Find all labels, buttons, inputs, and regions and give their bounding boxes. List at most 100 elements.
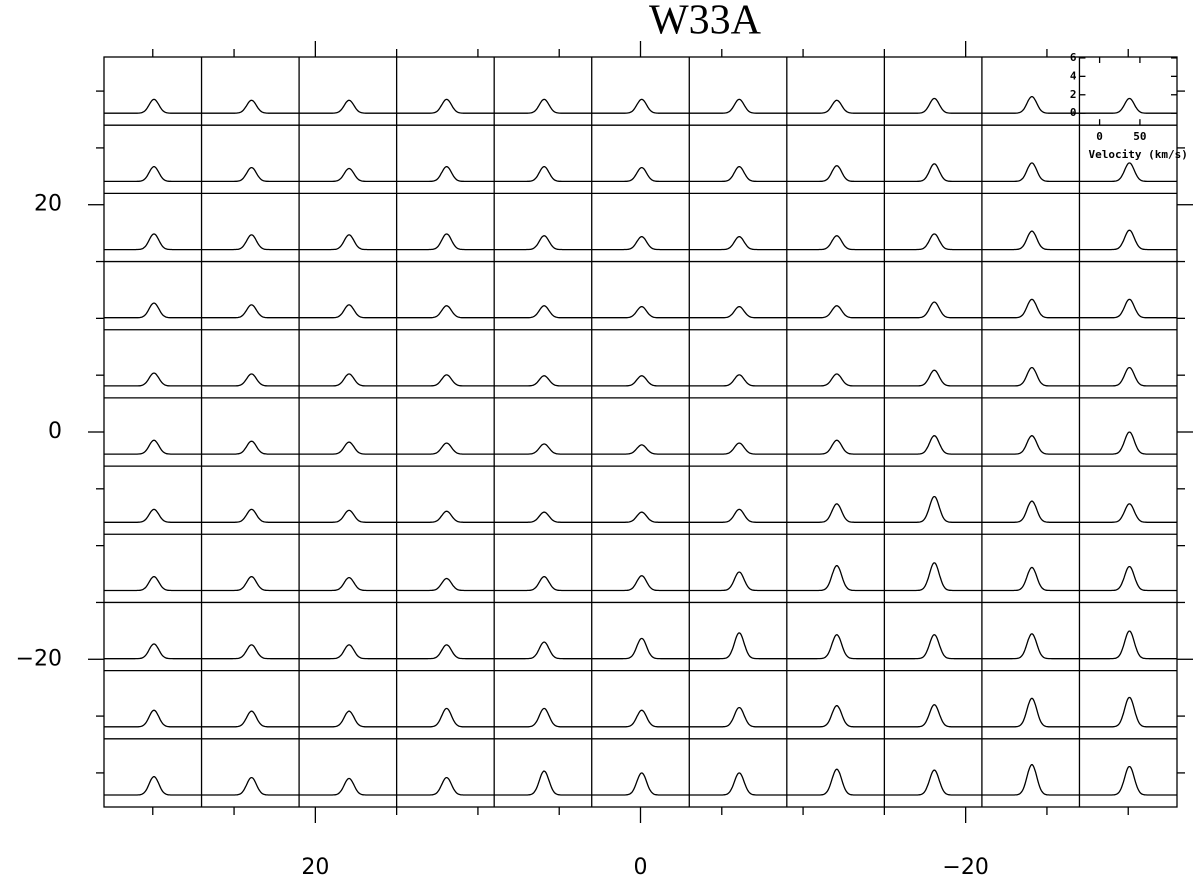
spectrum: [1079, 366, 1177, 387]
spectrum: [299, 710, 397, 728]
inset-x-tick-label: 50: [1133, 130, 1146, 143]
spectrum: [299, 234, 397, 251]
spectrum: [201, 508, 300, 523]
spectrum: [201, 373, 300, 387]
spectrum: [591, 166, 690, 183]
inset-x-tick-label: 0: [1096, 130, 1103, 143]
spectrum: [981, 366, 1080, 387]
spectrum: [591, 772, 690, 796]
spectrum: [299, 644, 397, 660]
spectrum: [201, 776, 300, 796]
spectrum: [591, 375, 690, 387]
spectrum: [494, 770, 592, 796]
spectrum: [494, 235, 592, 251]
spectrum: [786, 503, 885, 523]
spectrum: [786, 634, 885, 660]
spectrum: [104, 439, 202, 455]
spectrum: [591, 637, 690, 660]
x-tick-label: −20: [942, 855, 988, 880]
spectrum: [591, 236, 690, 251]
spectrum: [689, 772, 787, 796]
spectrum: [104, 233, 202, 251]
spectrum: [591, 306, 690, 319]
spectrum: [396, 707, 495, 728]
inset-y-tick-label: 4: [1070, 69, 1077, 82]
spectrum: [884, 97, 982, 114]
spectrum: [1079, 97, 1177, 114]
spectrum: [786, 235, 885, 251]
spectrum: [786, 373, 885, 387]
spectrum: [299, 99, 397, 114]
spectrum: [591, 709, 690, 728]
spectrum: [201, 304, 300, 319]
spectrum: [396, 98, 495, 114]
spectrum: [494, 511, 592, 523]
spectrum: [1079, 298, 1177, 319]
spectrum: [689, 442, 787, 455]
spectrum: [494, 305, 592, 319]
spectrum: [299, 509, 397, 523]
spectrum: [884, 562, 982, 592]
spectrum: [689, 706, 787, 728]
spectrum: [396, 442, 495, 455]
spectrum: [201, 440, 300, 455]
spectrum: [786, 439, 885, 455]
spectrum: [689, 306, 787, 319]
spectrum: [494, 707, 592, 728]
spectrum: [396, 644, 495, 660]
spectrum: [396, 374, 495, 387]
spectrum: [981, 697, 1080, 728]
y-tick-label: −20: [16, 646, 62, 671]
spectrum: [884, 369, 982, 387]
spectrum: [299, 304, 397, 319]
spectrum: [689, 632, 787, 660]
spectrum: [1079, 503, 1177, 523]
inset-y-tick-label: 6: [1070, 51, 1077, 64]
spectrum: [201, 644, 300, 660]
spectrum: [1079, 630, 1177, 660]
spectrum: [104, 166, 202, 183]
spectrum: [1079, 162, 1177, 183]
spectrum: [786, 768, 885, 796]
spectrum: [1079, 565, 1177, 592]
spectrum: [104, 643, 202, 660]
x-tick-label: 0: [634, 855, 648, 880]
spectrum: [981, 298, 1080, 319]
spectrum: [396, 776, 495, 796]
spectrum: [884, 233, 982, 251]
spectrum: [591, 444, 690, 455]
spectrum: [884, 301, 982, 319]
spectrum: [201, 234, 300, 251]
spectrum: [884, 634, 982, 660]
inset-y-tick-label: 0: [1070, 106, 1077, 119]
spectrum: [884, 435, 982, 455]
spectrum: [689, 98, 787, 114]
spectrum: [104, 372, 202, 387]
spectrum: [981, 230, 1080, 251]
spectrum: [1079, 696, 1177, 728]
spectrum: [104, 98, 202, 114]
y-tick-label: 20: [34, 192, 62, 217]
spectrum: [786, 565, 885, 592]
spectrum: [981, 764, 1080, 796]
spectrum: [299, 777, 397, 796]
spectrum: [884, 769, 982, 796]
spectrum: [299, 441, 397, 455]
spectrum: [981, 96, 1080, 114]
spectrum: [591, 511, 690, 523]
spectrum: [104, 576, 202, 592]
spectrum: [494, 166, 592, 183]
spectrum: [981, 162, 1080, 183]
plot-frame: [103, 56, 1178, 808]
spectrum: [299, 167, 397, 183]
spectrum: [884, 495, 982, 523]
spectrum: [299, 576, 397, 592]
spectrum: [884, 704, 982, 728]
spectrum: [689, 166, 787, 183]
spectrum: [494, 98, 592, 114]
spectrum: [104, 709, 202, 728]
chart-title: W33A: [649, 0, 762, 44]
spectrum: [104, 776, 202, 796]
spectrum: [396, 510, 495, 523]
spectrum: [591, 98, 690, 114]
